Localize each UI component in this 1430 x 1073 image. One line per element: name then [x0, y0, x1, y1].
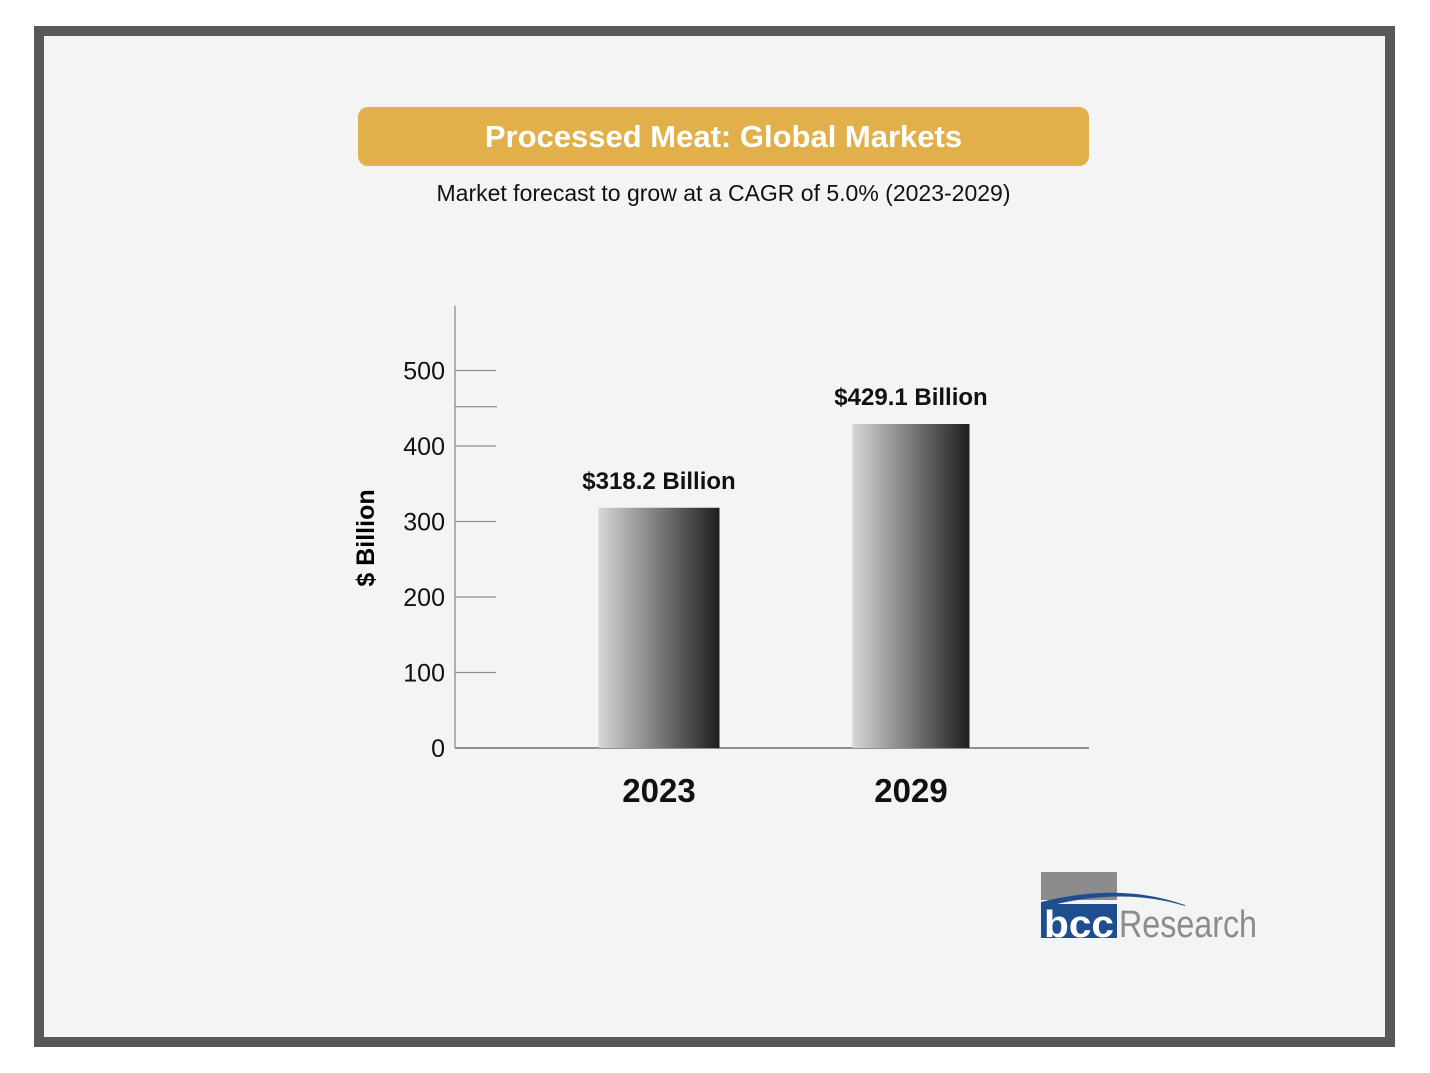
y-axis-label: $ Billion: [352, 489, 380, 586]
x-tick-label: 2029: [874, 772, 947, 809]
svg-text:bcc: bcc: [1044, 904, 1114, 942]
bcc-research-logo: bcc Research: [1041, 872, 1257, 942]
y-tick-label: 400: [403, 433, 445, 461]
chart-title: Processed Meat: Global Markets: [358, 107, 1089, 166]
svg-text:Research: Research: [1119, 904, 1257, 942]
bar-2023: [598, 507, 720, 748]
y-tick-label: 300: [403, 509, 445, 537]
chart-subtitle: Market forecast to grow at a CAGR of 5.0…: [436, 180, 1011, 206]
data-label: $318.2 Billion: [582, 468, 735, 495]
data-label: $429.1 Billion: [834, 384, 987, 411]
y-tick-label: 500: [403, 358, 445, 386]
y-tick-label: 200: [403, 584, 445, 612]
x-tick-label: 2023: [622, 772, 695, 809]
y-tick-label: 100: [403, 660, 445, 688]
y-tick-label: 0: [431, 735, 445, 763]
bar-2029: [852, 424, 970, 748]
